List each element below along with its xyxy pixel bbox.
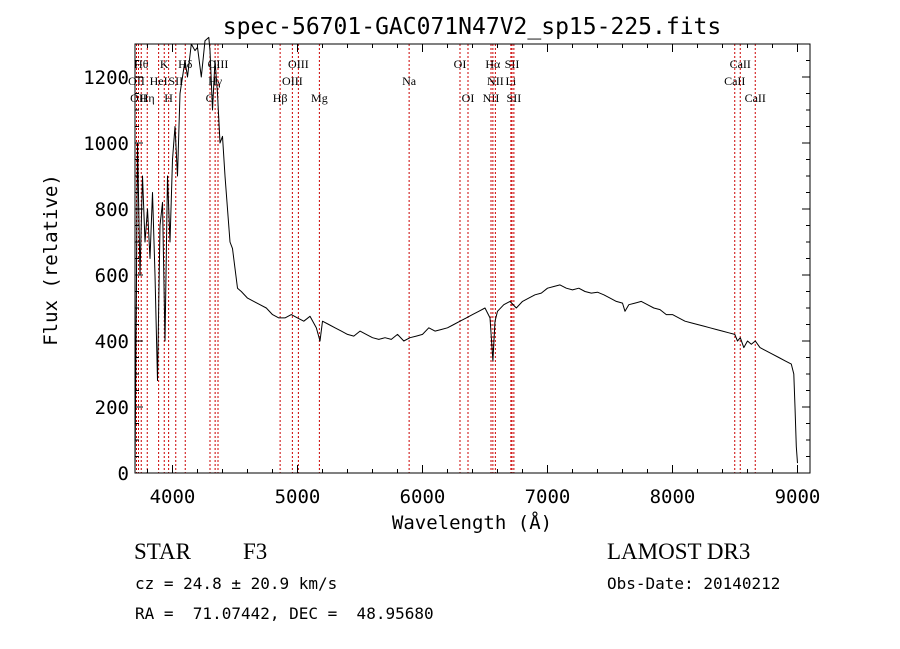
line-marker-label: K — [160, 57, 169, 71]
obs-date-text: Obs-Date: 20140212 — [607, 574, 781, 593]
y-tick-label: 1000 — [83, 133, 129, 155]
line-marker-label: Hγ — [208, 74, 223, 88]
line-marker-label: SII — [507, 91, 522, 105]
survey-name: LAMOST DR3 — [607, 539, 751, 564]
line-marker-label: Mg — [311, 91, 328, 105]
line-marker-label: CaII — [745, 91, 766, 105]
line-markers: OIIOIIHθHηHeIKHSIIHδGHγOIIIHβOIIIOIIIMgN… — [128, 44, 766, 473]
line-marker-label: Hθ — [134, 57, 149, 71]
chart-title: spec-56701-GAC071N47V2_sp15-225.fits — [223, 14, 722, 40]
redshift-text: cz = 24.8 ± 20.9 km/s — [135, 574, 338, 593]
x-tick-label: 6000 — [400, 486, 446, 508]
line-marker-label: Na — [402, 74, 417, 88]
coordinates-text: RA = 71.07442, DEC = 48.95680 — [135, 604, 434, 623]
object-class: STAR — [134, 539, 191, 564]
x-tick-label: 4000 — [150, 486, 196, 508]
y-tick-label: 200 — [95, 397, 129, 419]
line-marker-label: Li — [506, 74, 517, 88]
line-marker-label: SII — [168, 74, 183, 88]
y-tick-label: 600 — [95, 265, 129, 287]
x-tick-label: 8000 — [650, 486, 696, 508]
x-tick-label: 5000 — [275, 486, 321, 508]
line-marker-label: OIII — [288, 57, 309, 71]
y-axis-label: Flux (relative) — [40, 174, 62, 346]
line-marker-label: OIII — [282, 74, 303, 88]
y-tick-label: 0 — [118, 463, 129, 485]
line-marker-label: G — [206, 91, 215, 105]
series-line-flux — [134, 36, 798, 474]
line-marker-label: SII — [505, 57, 520, 71]
line-marker-label: NII — [483, 91, 500, 105]
y-tick-label: 1200 — [83, 67, 129, 89]
object-subclass: F3 — [243, 539, 268, 564]
series-layer — [134, 36, 798, 474]
x-axis-label: Wavelength (Å) — [392, 511, 552, 534]
axes: 4000 5000 6000 7000 8000 9000 0 200 400 600 800 100… — [83, 44, 820, 508]
x-tick-label: 7000 — [525, 486, 571, 508]
y-tick-label: 800 — [95, 199, 129, 221]
line-marker-label: OII — [128, 74, 145, 88]
y-tick-label: 400 — [95, 331, 129, 353]
line-marker-label: Hη — [140, 91, 155, 105]
line-marker-label: CaII — [730, 57, 751, 71]
x-tick-label: 9000 — [775, 486, 821, 508]
line-marker-label: OI — [454, 57, 467, 71]
line-marker-label: OIII — [208, 57, 229, 71]
line-marker-label: H — [164, 91, 173, 105]
plot-frame — [134, 43, 811, 474]
line-marker-label: HeI — [150, 74, 168, 88]
line-marker-label: OII — [130, 91, 147, 105]
line-marker-label: OI — [462, 91, 475, 105]
line-marker-label: Hβ — [273, 91, 288, 105]
line-marker-label: Hα — [485, 57, 501, 71]
line-marker-label: CaII — [724, 74, 745, 88]
line-marker-label: NII — [487, 74, 504, 88]
